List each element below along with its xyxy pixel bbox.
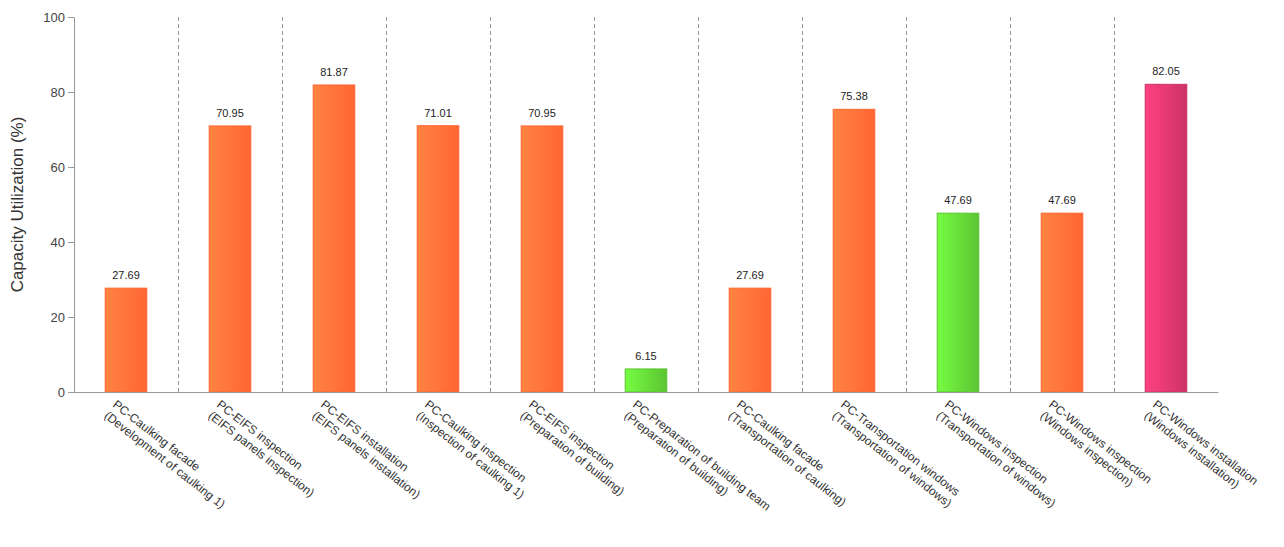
y-tick: 0	[58, 385, 74, 400]
x-tick-label-line: PC-Caulking inspection	[422, 397, 529, 485]
category-separator	[698, 17, 699, 392]
y-tick-label: 20	[51, 310, 65, 325]
x-tick-label: PC-Caulking inspection(Inspection of cau…	[414, 397, 536, 501]
bar	[1145, 84, 1187, 392]
x-tick: PC-EIFS installation(EIFS panels install…	[310, 392, 432, 502]
x-tick-label-line: (Windows inspection)	[1038, 408, 1136, 489]
x-tick-label: PC-EIFS inspection(EIFS panels inspectio…	[206, 397, 326, 500]
y-tick-mark	[68, 167, 74, 168]
data-label: 71.01	[424, 107, 452, 119]
x-tick-label-line: (Preparation of building)	[518, 408, 628, 498]
y-tick-mark	[68, 17, 74, 18]
x-tick: PC-Windows installation(Windows installa…	[1142, 392, 1261, 499]
category-separator	[594, 17, 595, 392]
data-label: 70.95	[216, 107, 244, 119]
y-tick-label: 0	[58, 385, 65, 400]
y-tick-mark	[68, 392, 74, 393]
category-separator	[802, 17, 803, 392]
category-separator	[386, 17, 387, 392]
x-tick-label-line: (Development of caulking 1)	[102, 408, 228, 511]
data-label: 75.38	[840, 90, 868, 102]
y-tick: 40	[51, 235, 74, 250]
data-label: 47.69	[1048, 194, 1076, 206]
y-tick-mark	[68, 92, 74, 93]
category-separator	[1010, 17, 1011, 392]
x-tick-label: PC-EIFS inspection(Preparation of buildi…	[518, 397, 636, 498]
y-tick-label: 60	[51, 160, 65, 175]
x-tick-label-line: (Windows installation)	[1142, 408, 1243, 491]
x-tick-label-line: (Transportation of windows)	[830, 408, 955, 510]
bar	[833, 109, 875, 392]
category-separator	[490, 17, 491, 392]
x-tick-label: PC-Windows inspection(Windows inspection…	[1038, 397, 1155, 497]
y-axis: 0 20 40 60 80 100	[43, 10, 74, 400]
bar	[729, 288, 771, 392]
x-tick-label-line: (Transportation of caulking)	[726, 408, 849, 509]
y-axis-line	[68, 18, 75, 393]
x-tick-label-line: (EIFS panels installation)	[310, 408, 424, 501]
data-labels: 27.69 70.95 81.87 71.01 70.95 6.15 27.69 75.38 4…	[112, 65, 1180, 362]
x-tick-label-line: PC-Windows installation	[1150, 397, 1261, 488]
x-tick-label-line: (EIFS panels inspection)	[206, 408, 318, 500]
data-label: 27.69	[736, 269, 764, 281]
y-tick: 80	[51, 85, 74, 100]
y-tick: 100	[43, 10, 74, 25]
grid	[179, 17, 1115, 392]
x-axis-line	[75, 392, 1219, 393]
data-label: 82.05	[1152, 65, 1180, 77]
y-tick-mark	[68, 317, 74, 318]
x-tick-label-line: (Inspection of caulking 1)	[414, 408, 528, 501]
x-tick-label: PC-EIFS installation(EIFS panels install…	[310, 397, 432, 501]
bar	[417, 126, 459, 392]
x-tick: PC-EIFS inspection(Preparation of buildi…	[518, 392, 636, 498]
y-tick-label: 100	[43, 10, 65, 25]
x-tick-label-line: PC-Windows inspection	[1046, 397, 1154, 486]
bar	[105, 288, 147, 392]
data-label: 70.95	[528, 107, 556, 119]
x-axis: PC-Caulking facade(Development of caulki…	[75, 392, 1261, 525]
x-tick-label-line: (Preparation of building)	[622, 408, 732, 498]
y-tick-label: 80	[51, 85, 65, 100]
bar	[1041, 213, 1083, 392]
bar	[209, 126, 251, 392]
x-tick: PC-Windows inspection(Windows inspection…	[1038, 392, 1155, 497]
data-label: 47.69	[944, 194, 972, 206]
x-tick: PC-EIFS inspection(EIFS panels inspectio…	[206, 392, 326, 500]
data-label: 27.69	[112, 269, 140, 281]
x-tick: PC-Caulking inspection(Inspection of cau…	[414, 392, 536, 502]
bar	[625, 369, 667, 392]
data-label: 81.87	[320, 66, 348, 78]
x-tick-label-line: PC-Windows inspection	[942, 397, 1050, 486]
category-separator	[906, 17, 907, 392]
category-separator	[178, 17, 179, 392]
chart: 27.69 70.95 81.87 71.01 70.95 6.15 27.69 75.38 4…	[0, 0, 1284, 547]
data-label: 6.15	[635, 350, 656, 362]
y-axis-title: Capacity Utilization (%)	[8, 117, 27, 293]
x-tick-label-line: (Transportation of windows)	[934, 408, 1059, 510]
y-tick-label: 40	[51, 235, 65, 250]
category-separator	[1114, 17, 1115, 392]
bar	[313, 85, 355, 392]
bar	[521, 126, 563, 392]
bars	[105, 84, 1187, 392]
category-separator	[282, 17, 283, 392]
x-tick-label: PC-Windows installation(Windows installa…	[1142, 397, 1261, 499]
bar	[937, 213, 979, 392]
y-tick-mark	[68, 242, 74, 243]
y-tick: 20	[51, 310, 74, 325]
y-tick: 60	[51, 160, 74, 175]
